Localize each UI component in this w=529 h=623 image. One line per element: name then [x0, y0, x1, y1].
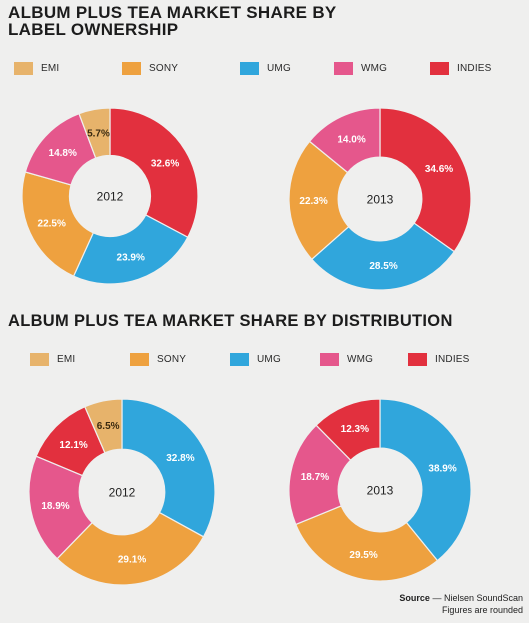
legend-swatch-indies — [430, 61, 449, 75]
legend-label-wmg: WMG — [347, 353, 374, 365]
legend-swatch-umg — [240, 61, 259, 75]
legend-item-emi: EMI — [30, 351, 75, 367]
legend-swatch-emi — [14, 61, 33, 75]
slice-value-label-wmg: 14.0% — [337, 134, 365, 145]
slice-value-label-sony: 29.1% — [118, 555, 146, 566]
donut-slice-sony — [295, 505, 439, 582]
legend-label-umg: UMG — [267, 62, 291, 74]
donut-slice-umg — [310, 222, 456, 291]
slice-value-label-emi: 6.5% — [97, 421, 120, 432]
slice-value-label-indies: 34.6% — [425, 164, 453, 175]
legend-label-indies: INDIES — [457, 62, 492, 74]
donut-center-year: 2012 — [109, 486, 136, 500]
legend-item-umg: UMG — [240, 60, 291, 76]
slice-value-label-sony: 22.5% — [38, 219, 66, 230]
slice-value-label-indies: 12.3% — [341, 424, 369, 435]
rounding-note: Figures are rounded — [441, 605, 523, 615]
donut-slice-umg — [379, 398, 472, 562]
source-line: Source — Nielsen SoundScan — [399, 592, 523, 604]
slice-value-label-wmg: 18.7% — [301, 472, 329, 483]
donut-slice-wmg — [308, 107, 381, 174]
legend-swatch-indies — [408, 352, 427, 366]
slice-value-label-sony: 22.3% — [299, 196, 327, 207]
donut-hole — [79, 449, 165, 535]
legend-label-sony: SONY — [157, 353, 187, 365]
donut-chart-distribution-2012: 32.8% 29.1% 18.9% 12.1% 6.5% 2012 — [28, 398, 216, 586]
donut-slice-indies — [109, 107, 199, 239]
slice-value-label-wmg: 18.9% — [41, 501, 69, 512]
slice-value-label-indies: 12.1% — [59, 440, 87, 451]
legend-label-wmg: WMG — [361, 62, 388, 74]
legend-swatch-sony — [122, 61, 141, 75]
donut-center-year: 2013 — [367, 484, 394, 498]
source-label: Source — [399, 593, 430, 603]
legend-item-indies: INDIES — [408, 351, 470, 367]
legend-label-emi: EMI — [41, 62, 60, 74]
chart-title-distribution: ALBUM PLUS TEA MARKET SHARE BY DISTRIBUT… — [8, 312, 453, 330]
donut-slice-umg — [72, 214, 189, 285]
donut-slice-umg — [121, 398, 216, 538]
donut-chart-label-2013: 34.6% 28.5% 22.3% 14.0% 2013 — [288, 107, 472, 291]
legend-item-sony: SONY — [130, 351, 186, 367]
donut-chart-distribution-2013: 38.9% 29.5% 18.7% 12.3% 2013 — [288, 398, 472, 582]
legend-swatch-wmg — [334, 61, 353, 75]
legend-item-emi: EMI — [14, 60, 59, 76]
legend-label-umg: UMG — [257, 353, 281, 365]
slice-value-label-umg: 38.9% — [428, 463, 456, 474]
legend-item-wmg: WMG — [320, 351, 373, 367]
source-note: Source — Nielsen SoundScan Figures are r… — [399, 592, 523, 616]
legend-swatch-sony — [130, 352, 149, 366]
legend-swatch-umg — [230, 352, 249, 366]
donut-slice-sony — [21, 171, 95, 277]
legend-item-sony: SONY — [122, 60, 178, 76]
donut-slice-indies — [379, 107, 472, 253]
legend-item-wmg: WMG — [334, 60, 387, 76]
donut-hole — [338, 157, 422, 241]
legend-label-ownership: EMI SONY UMG WMG INDIES — [14, 60, 524, 76]
donut-slice-emi — [78, 107, 111, 159]
donut-slice-emi — [84, 398, 123, 454]
donut-hole — [338, 448, 422, 532]
donut-chart-label-2012: 32.6% 23.9% 22.5% 14.8% 5.7% 2012 — [21, 107, 199, 285]
slice-value-label-sony: 29.5% — [349, 550, 377, 561]
legend-distribution: EMI SONY UMG WMG INDIES — [14, 351, 524, 367]
legend-item-umg: UMG — [230, 351, 281, 367]
donut-center-year: 2013 — [367, 193, 394, 207]
source-text: — Nielsen SoundScan — [429, 593, 523, 603]
legend-label-sony: SONY — [149, 62, 179, 74]
legend-item-indies: INDIES — [430, 60, 492, 76]
slice-value-label-wmg: 14.8% — [49, 148, 77, 159]
legend-label-indies: INDIES — [435, 353, 470, 365]
legend-swatch-emi — [30, 352, 49, 366]
donut-center-year: 2012 — [97, 190, 124, 204]
donut-slice-indies — [315, 398, 381, 462]
donut-hole — [70, 156, 150, 236]
legend-swatch-wmg — [320, 352, 339, 366]
slice-value-label-emi: 5.7% — [87, 128, 110, 139]
slice-value-label-umg: 28.5% — [369, 261, 397, 272]
legend-label-emi: EMI — [57, 353, 76, 365]
chart-title-label-ownership: ALBUM PLUS TEA MARKET SHARE BY LABEL OWN… — [8, 3, 337, 39]
donut-slice-sony — [56, 511, 205, 586]
slice-value-label-indies: 32.6% — [151, 158, 179, 169]
donut-slice-sony — [288, 140, 350, 261]
slice-value-label-umg: 32.8% — [166, 453, 194, 464]
slice-value-label-umg: 23.9% — [117, 252, 145, 263]
